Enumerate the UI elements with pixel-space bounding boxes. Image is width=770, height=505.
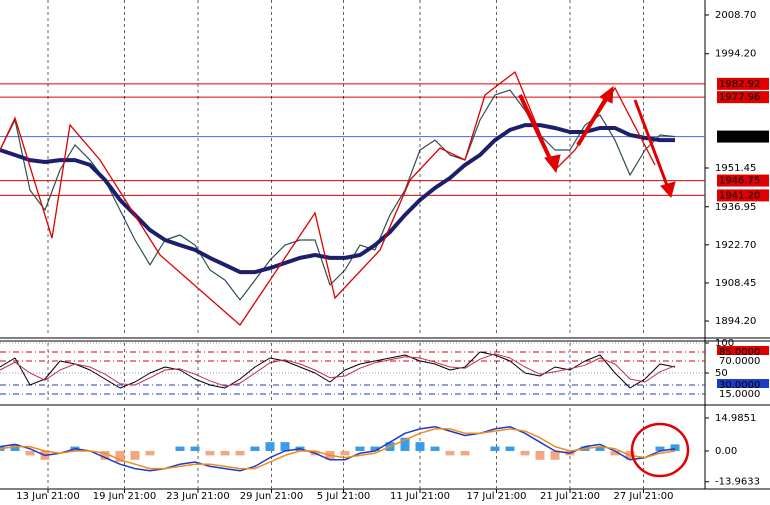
histogram-bar	[550, 450, 560, 460]
level-label: 1946.75	[719, 176, 760, 187]
series-line	[0, 428, 676, 470]
histogram-bar	[595, 446, 605, 451]
x-tick-label: 5 Jul 21:00	[317, 491, 371, 502]
y-tick-label: 1908.45	[715, 278, 756, 289]
annotations	[0, 70, 690, 478]
y-tick-label: -13.9633	[715, 477, 760, 488]
x-tick-label: 11 Jul 21:00	[390, 491, 450, 502]
level-label: 70.0000	[719, 356, 760, 367]
level-label-box	[717, 388, 769, 400]
series-line	[0, 353, 676, 387]
histogram-bar	[145, 450, 155, 456]
histogram-bar	[265, 442, 275, 451]
histogram-bar	[130, 450, 140, 460]
level-label-box	[717, 91, 769, 104]
series-line	[0, 351, 676, 389]
y-tick-label: 1951.45	[715, 163, 756, 174]
histogram-bar	[430, 446, 440, 451]
histogram-bar	[610, 450, 620, 456]
histogram-bar	[400, 437, 410, 451]
histogram-bar	[25, 450, 35, 456]
level-label: 30.0000	[719, 380, 760, 391]
histogram-bar	[280, 442, 290, 451]
y-tick-label: 50	[715, 368, 728, 379]
histogram-bar	[670, 444, 680, 451]
level-label: 1982.92	[719, 79, 760, 90]
level-label-box	[717, 174, 769, 187]
histogram-bar	[460, 450, 470, 456]
arrow	[518, 94, 555, 166]
arrow-head	[599, 85, 614, 104]
histogram-bar	[535, 450, 545, 460]
histogram-bar	[220, 450, 230, 456]
circle-highlight	[630, 422, 690, 478]
level-label-box	[717, 130, 769, 143]
level-label: 15.0000	[719, 389, 760, 400]
y-tick-label: 1922.70	[715, 240, 756, 251]
arrow-head	[544, 154, 561, 174]
x-tick-label: 21 Jul 21:00	[540, 491, 600, 502]
histogram-bar	[655, 446, 665, 451]
series-line	[0, 425, 676, 472]
zigzag	[0, 70, 656, 326]
histogram-bar	[190, 446, 200, 451]
histogram-bar	[340, 450, 350, 456]
level-label: 1963.21	[719, 132, 760, 143]
level-label-box	[717, 355, 769, 367]
histogram-bar	[445, 450, 455, 456]
y-tick-label: 14.9851	[715, 413, 756, 424]
y-tick-label: 1936.95	[715, 202, 756, 213]
x-tick-label: 17 Jul 21:00	[467, 491, 527, 502]
histogram-bar	[490, 446, 500, 451]
series-line	[0, 89, 676, 301]
level-label-box	[717, 189, 769, 202]
y-tick-label: 1894.20	[715, 316, 756, 327]
level-label: 1941.20	[719, 190, 760, 201]
histogram-bar	[250, 446, 260, 451]
y-tick-label: 2008.70	[715, 10, 756, 21]
level-label: 1977.96	[719, 92, 760, 103]
arrow	[576, 93, 610, 147]
x-tick-label: 29 Jun 21:00	[240, 491, 304, 502]
histogram-bar	[415, 442, 425, 451]
histogram-bar	[115, 450, 125, 462]
series-line	[0, 123, 675, 275]
histogram-bar	[175, 446, 185, 451]
histogram-bar	[355, 446, 365, 451]
x-tick-label: 27 Jul 21:00	[614, 491, 674, 502]
histogram-bar	[205, 450, 215, 456]
x-tick-label: 13 Jun 21:00	[16, 491, 80, 502]
x-tick-label: 19 Jun 21:00	[93, 491, 157, 502]
y-tick-label: 100	[715, 338, 734, 349]
histogram-bar	[520, 450, 530, 456]
histogram-bar	[100, 450, 110, 460]
x-tick-label: 23 Jun 21:00	[166, 491, 230, 502]
histogram-bar	[505, 446, 515, 451]
histogram-bar	[10, 444, 20, 451]
histogram-bar	[370, 446, 380, 451]
arrow	[633, 99, 670, 189]
y-tick-label: 1994.20	[715, 49, 756, 60]
level-label: 85.0000	[719, 347, 760, 358]
histogram-bar	[235, 450, 245, 456]
arrow-head	[660, 181, 676, 199]
level-label-box	[717, 77, 769, 90]
y-tick-label: 0.00	[715, 446, 737, 457]
